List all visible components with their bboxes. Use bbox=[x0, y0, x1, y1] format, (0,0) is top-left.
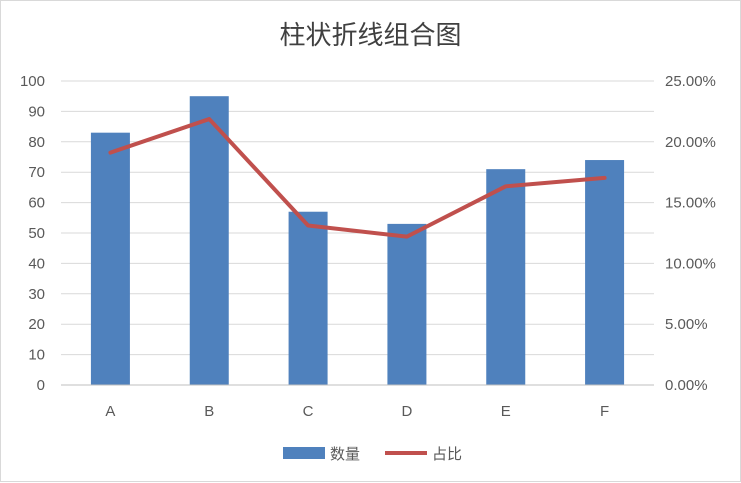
bar-C bbox=[288, 211, 328, 385]
x-tick-label: C bbox=[303, 403, 314, 420]
y-left-tick-label: 10 bbox=[28, 347, 45, 364]
legend-label-line: 占比 bbox=[432, 445, 462, 463]
line-series-占比 bbox=[108, 117, 607, 239]
y-left-tick-label: 80 bbox=[28, 134, 45, 151]
bar-A bbox=[90, 132, 130, 385]
x-tick-label: F bbox=[600, 403, 609, 420]
y-left-tick-label: 0 bbox=[37, 377, 45, 394]
y-right-tick-label: 20.00% bbox=[665, 134, 716, 151]
x-tick-label: A bbox=[105, 403, 115, 420]
y-left-tick-label: 30 bbox=[28, 286, 45, 303]
y-left-tick-label: 40 bbox=[28, 255, 45, 272]
bar-E bbox=[486, 169, 526, 385]
y-right-tick-label: 15.00% bbox=[665, 195, 716, 212]
y-left-tick-label: 20 bbox=[28, 316, 45, 333]
y-right-tick-label: 5.00% bbox=[665, 316, 708, 333]
y-right-tick-label: 10.00% bbox=[665, 255, 716, 272]
y-left-tick-label: 90 bbox=[28, 103, 45, 120]
y-left-tick-label: 50 bbox=[28, 225, 45, 242]
x-tick-label: B bbox=[204, 403, 214, 420]
y-left-tick-label: 60 bbox=[28, 195, 45, 212]
chart-title: 柱状折线组合图 bbox=[279, 21, 462, 51]
x-tick-label: D bbox=[401, 403, 412, 420]
y-left-tick-label: 70 bbox=[28, 164, 45, 181]
legend-label-bar: 数量 bbox=[330, 445, 360, 463]
bar-B bbox=[189, 96, 229, 385]
legend-swatch-bar bbox=[283, 447, 325, 459]
bar-D bbox=[387, 223, 427, 385]
y-left-tick-label: 100 bbox=[20, 73, 45, 90]
x-tick-label: E bbox=[501, 403, 511, 420]
y-right-tick-label: 25.00% bbox=[665, 73, 716, 90]
bar-F bbox=[585, 160, 625, 385]
y-right-tick-label: 0.00% bbox=[665, 377, 708, 394]
